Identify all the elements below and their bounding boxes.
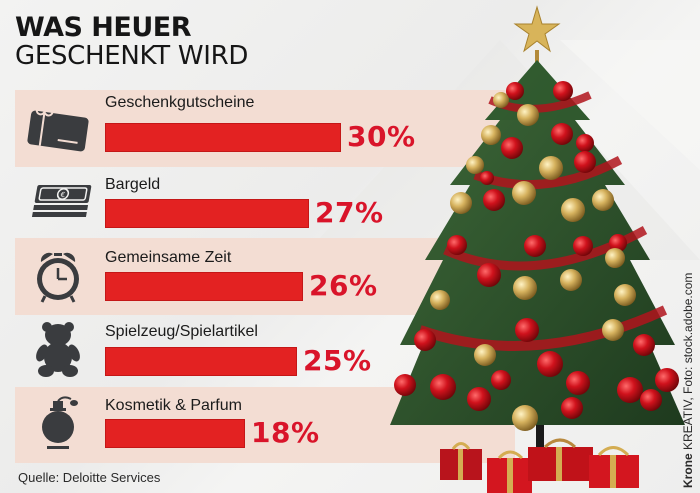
christmas-tree-image [390, 5, 685, 493]
value-bar [105, 419, 245, 448]
gift-card-icon [27, 105, 89, 152]
category-label: Bargeld [105, 176, 161, 193]
value-label: 25% [303, 344, 372, 377]
source-note: Quelle: Deloitte Services [18, 470, 161, 485]
value-bar [105, 123, 341, 152]
ornaments [394, 81, 679, 431]
value-label: 26% [309, 269, 378, 302]
chart-row-bargeld: € Bargeld 27% [15, 167, 515, 238]
presents [440, 438, 639, 493]
chart-row-geschenkgutscheine: Geschenkgutscheine 30% [15, 90, 515, 167]
title-line-2: GESCHENKT WIRD [15, 41, 249, 71]
cash-stack-icon: € [31, 185, 92, 217]
value-bar [105, 199, 309, 228]
alarm-clock-icon [37, 252, 79, 303]
title-line-1: WAS HEUER [15, 12, 192, 43]
value-label: 30% [347, 120, 416, 153]
category-label: Geschenkgutscheine [105, 94, 255, 111]
teddy-bear-icon [36, 322, 80, 377]
page-title: WAS HEUER GESCHENKT WIRD [15, 12, 249, 71]
value-bar [105, 347, 297, 376]
value-bar [105, 272, 303, 301]
chart-row-spielzeug: Spielzeug/Spielartikel 25% [15, 315, 515, 387]
svg-text:€: € [60, 190, 67, 199]
star-topper [513, 5, 561, 53]
photo-credit: Krone KREATIV, Foto: stock.adobe.com [681, 273, 695, 488]
value-label: 27% [315, 196, 384, 229]
category-label: Gemeinsame Zeit [105, 249, 232, 266]
credit-text: KREATIV, Foto: stock.adobe.com [681, 272, 695, 454]
category-label: Kosmetik & Parfum [105, 397, 242, 414]
perfume-bottle-icon [42, 396, 78, 449]
credit-brand: Krone [681, 453, 695, 488]
category-label: Spielzeug/Spielartikel [105, 323, 258, 340]
value-label: 18% [251, 416, 320, 449]
